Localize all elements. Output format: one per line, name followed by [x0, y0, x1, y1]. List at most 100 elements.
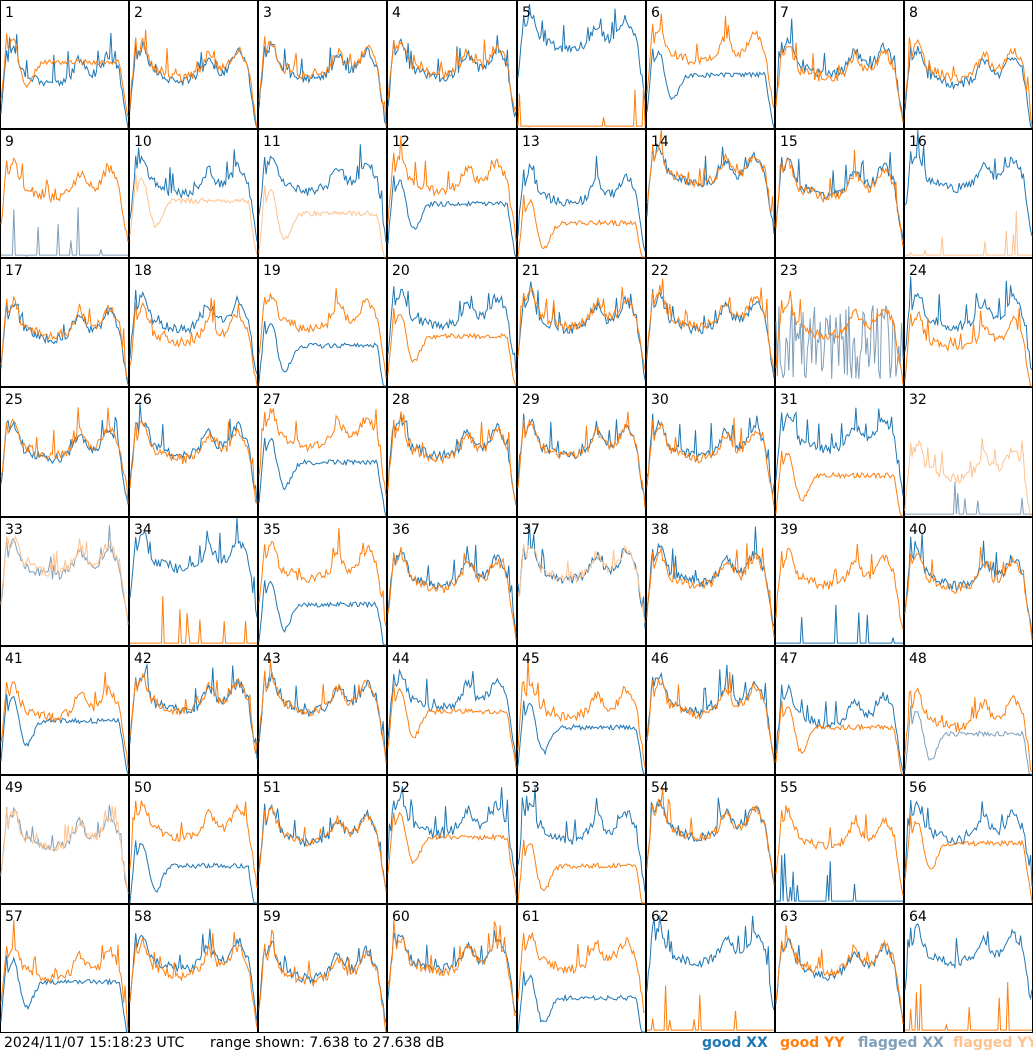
series-line — [904, 815, 1033, 903]
spectrum-panel: 15 — [775, 129, 904, 258]
panel-frame — [775, 646, 904, 775]
panel-label: 12 — [392, 134, 410, 150]
series-line — [517, 3, 646, 100]
panel-label: 1 — [5, 5, 14, 21]
series-line — [904, 687, 1033, 773]
range-label: range shown: 7.638 to 27.638 dB — [210, 1035, 445, 1051]
series-line — [129, 29, 258, 128]
panel-label: 62 — [651, 909, 669, 925]
panel-frame — [0, 387, 129, 517]
series-line — [646, 543, 775, 638]
spectrum-panel: 44 — [387, 646, 517, 775]
panel-label: 25 — [5, 392, 23, 408]
panel-frame — [258, 258, 387, 387]
spectrum-panel: 53 — [517, 775, 646, 904]
series-line — [129, 147, 258, 242]
panel-label: 22 — [651, 263, 669, 279]
series-line — [387, 547, 517, 640]
panel-frame — [904, 775, 1033, 904]
panel-label: 26 — [134, 392, 152, 408]
series-line — [517, 971, 645, 1033]
series-line — [904, 130, 1033, 237]
series-line — [129, 297, 258, 387]
spectrum-panel: 13 — [517, 129, 646, 258]
series-line — [775, 700, 903, 775]
spectrum-panel: 39 — [775, 517, 904, 646]
legend-item: flagged YY — [953, 1035, 1033, 1051]
panel-frame — [258, 0, 387, 129]
series-line — [775, 149, 904, 247]
series-line — [646, 289, 775, 379]
series-line — [387, 175, 517, 258]
series-line — [0, 295, 129, 381]
series-line — [646, 413, 775, 496]
spectrum-panel: 37 — [517, 517, 646, 646]
series-line — [0, 33, 129, 118]
spectrum-panel: 49 — [0, 775, 129, 904]
spectrum-panel: 62 — [646, 904, 775, 1033]
series-line — [517, 543, 646, 623]
series-line — [129, 172, 258, 256]
panel-frame — [129, 517, 258, 646]
panel-label: 18 — [134, 263, 152, 279]
panel-frame — [387, 0, 517, 129]
panel-frame — [387, 904, 517, 1033]
panel-label: 60 — [392, 909, 410, 925]
spectrum-panel: 22 — [646, 258, 775, 387]
panel-label: 19 — [263, 263, 281, 279]
panel-label: 10 — [134, 134, 152, 150]
spectrum-panel: 7 — [775, 0, 904, 129]
panel-frame — [0, 0, 129, 129]
series-line — [258, 805, 387, 892]
series-line — [129, 420, 258, 504]
spectrum-panel: 45 — [517, 646, 646, 775]
spectrum-panel: 46 — [646, 646, 775, 775]
panel-label: 61 — [522, 909, 540, 925]
spectrum-panel: 9 — [0, 129, 129, 258]
series-line — [517, 411, 646, 509]
panel-label: 46 — [651, 651, 669, 667]
series-line — [517, 839, 645, 904]
series-line — [646, 129, 775, 227]
spectrum-panel: 36 — [387, 517, 517, 646]
panel-label: 11 — [263, 134, 281, 150]
series-line — [517, 787, 646, 893]
series-line — [646, 787, 775, 887]
series-line — [258, 437, 387, 517]
series-line — [258, 408, 387, 497]
spectrum-panel: 27 — [258, 387, 387, 517]
series-line — [129, 840, 257, 904]
spectrum-panel: 58 — [129, 904, 258, 1033]
panel-frame — [646, 0, 775, 129]
panel-label: 15 — [780, 134, 798, 150]
panel-label: 13 — [522, 134, 540, 150]
panel-label: 64 — [909, 909, 927, 925]
series-line — [0, 920, 129, 1031]
series-line — [517, 658, 646, 768]
spectrum-panel: 30 — [646, 387, 775, 517]
panel-frame — [517, 0, 646, 129]
series-line — [258, 287, 387, 378]
series-line — [0, 407, 129, 504]
spectrum-panel: 42 — [129, 646, 258, 775]
panel-frame — [775, 775, 904, 904]
series-line — [129, 517, 258, 618]
series-line — [646, 48, 775, 129]
panel-label: 31 — [780, 392, 798, 408]
spectrum-panel: 51 — [258, 775, 387, 904]
series-line — [387, 683, 517, 768]
series-line — [129, 289, 258, 375]
series-line — [258, 580, 386, 646]
spectrum-panel: 43 — [258, 646, 387, 775]
spectrum-panel: 11 — [258, 129, 387, 258]
series-line — [258, 929, 387, 1033]
panel-label: 45 — [522, 651, 540, 667]
series-line — [258, 144, 387, 243]
spectrum-panel: 26 — [129, 387, 258, 517]
panel-label: 35 — [263, 522, 281, 538]
series-line — [904, 37, 1033, 128]
spectrum-panel: 29 — [517, 387, 646, 517]
series-line — [129, 800, 258, 889]
spectrum-panel: 2 — [129, 0, 258, 129]
spectrum-panel: 14 — [646, 129, 775, 258]
